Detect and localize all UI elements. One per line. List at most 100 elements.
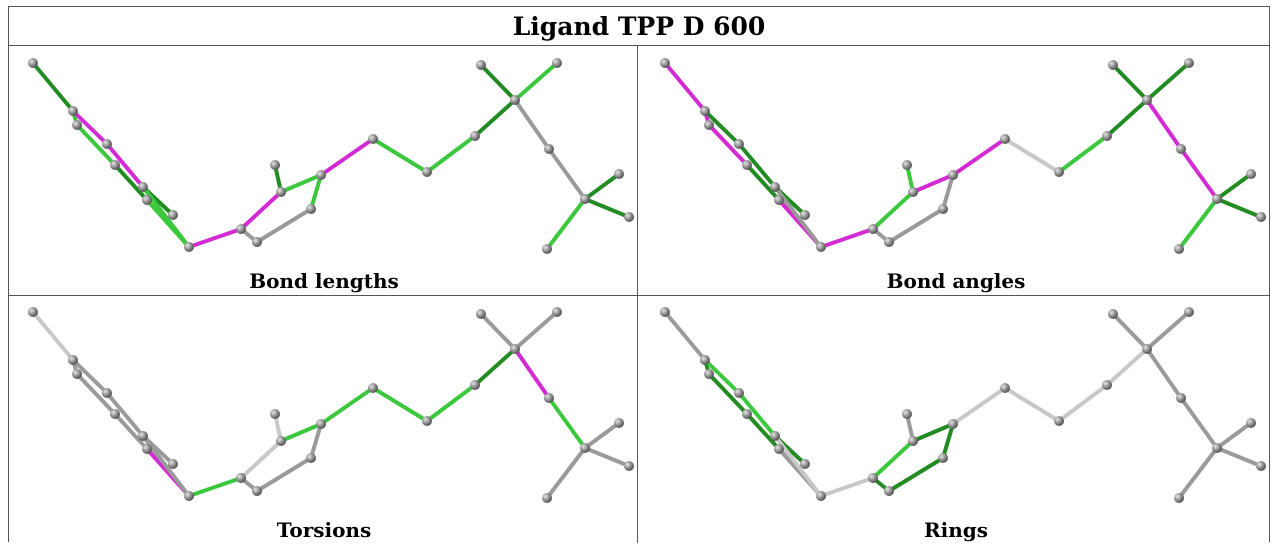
panel-label-bond-angles: Bond angles	[886, 269, 1026, 293]
bond-lengths-bond-9	[187, 227, 243, 249]
torsions-bond-3	[75, 372, 117, 416]
torsions-atom-16	[422, 416, 432, 426]
rings-atom-22	[1212, 443, 1222, 453]
rings-atom-19	[1108, 309, 1118, 319]
bond-angles-atom-6	[774, 195, 784, 205]
rings-bond-25	[1215, 421, 1253, 450]
torsions-atom-18	[510, 344, 520, 354]
bond-angles-atom-24	[1246, 169, 1256, 179]
torsions-atom-19	[476, 309, 486, 319]
torsions-atom-5	[138, 431, 148, 441]
rings-atom-0	[660, 307, 670, 317]
rings-bond-17	[1003, 386, 1061, 423]
bond-lengths-atom-22	[580, 194, 590, 204]
molecule-torsions	[28, 307, 634, 503]
bond-angles-bond-13	[871, 190, 915, 231]
bond-lengths-bond-15	[279, 173, 323, 194]
bond-angles-atom-11	[938, 204, 948, 214]
torsions-atom-7	[168, 459, 178, 469]
bond-angles-bond-15	[911, 173, 955, 194]
bond-lengths-atom-9	[236, 224, 246, 234]
rings-bond-12	[941, 422, 955, 460]
bond-angles-bond-26	[1215, 197, 1263, 219]
bond-lengths-atom-13	[270, 160, 280, 170]
bond-lengths-atom-19	[476, 60, 486, 70]
bond-lengths-bond-5	[113, 163, 149, 202]
bond-lengths-atom-18	[510, 95, 520, 105]
bond-lengths-bond-17	[371, 137, 429, 174]
bond-angles-atom-3	[734, 139, 744, 149]
torsions-atom-2	[72, 369, 82, 379]
rings-atom-25	[1256, 461, 1266, 471]
torsions-bond-9	[187, 476, 243, 498]
torsions-atom-17	[470, 380, 480, 390]
bond-angles-atom-2	[704, 120, 714, 130]
bond-angles-atom-22	[1212, 194, 1222, 204]
bond-lengths-bond-3	[75, 123, 117, 167]
bond-lengths-atom-3	[102, 139, 112, 149]
bond-lengths-bond-4	[105, 142, 145, 189]
bond-angles-bond-16	[951, 137, 1007, 177]
bond-angles-bond-22	[1145, 98, 1183, 151]
rings-atom-15	[1000, 383, 1010, 393]
rings-bond-18	[1057, 383, 1109, 423]
rings-atom-18	[1142, 344, 1152, 354]
bond-lengths-atom-2	[72, 120, 82, 130]
bond-angles-bond-17	[1003, 137, 1061, 174]
torsions-atom-22	[580, 443, 590, 453]
bond-lengths-atom-14	[316, 170, 326, 180]
rings-atom-9	[868, 473, 878, 483]
bond-lengths-atom-16	[422, 167, 432, 177]
rings-bond-21	[1145, 310, 1191, 351]
rings-atom-17	[1102, 380, 1112, 390]
bond-lengths-atom-23	[542, 244, 552, 254]
bond-angles-bond-12	[941, 173, 955, 211]
bond-lengths-bond-11	[255, 207, 313, 244]
torsions-atom-3	[102, 388, 112, 398]
bond-lengths-atom-20	[552, 58, 562, 68]
rings-atom-21	[1176, 393, 1186, 403]
bond-lengths-bond-22	[513, 98, 551, 151]
bond-lengths-atom-17	[470, 131, 480, 141]
torsions-atom-21	[544, 393, 554, 403]
rings-bond-24	[1177, 446, 1219, 500]
bond-lengths-bond-21	[513, 61, 559, 102]
torsions-atom-23	[542, 493, 552, 503]
bond-angles-atom-14	[948, 170, 958, 180]
rings-bond-26	[1215, 446, 1263, 468]
torsions-atom-0	[28, 307, 38, 317]
panel-label-torsions: Torsions	[276, 518, 372, 542]
rings-atom-24	[1246, 418, 1256, 428]
torsions-bond-24	[545, 446, 587, 500]
bond-angles-atom-12	[908, 187, 918, 197]
bond-lengths-bond-18	[425, 134, 477, 174]
bond-angles-atom-10	[884, 237, 894, 247]
torsions-atom-15	[368, 383, 378, 393]
torsions-atom-14	[316, 419, 326, 429]
torsions-atom-6	[142, 444, 152, 454]
torsions-bond-21	[513, 310, 559, 351]
torsions-bond-0	[31, 310, 75, 362]
torsions-atom-12	[276, 436, 286, 446]
rings-bond-5	[745, 412, 781, 451]
rings-bond-22	[1145, 347, 1183, 400]
molecule-rings	[660, 307, 1266, 503]
torsions-bond-22	[513, 347, 551, 400]
bond-angles-bond-9	[819, 227, 875, 249]
rings-atom-8	[816, 491, 826, 501]
torsions-bond-13	[239, 439, 283, 480]
bond-angles-atom-15	[1000, 134, 1010, 144]
bond-lengths-atom-1	[68, 106, 78, 116]
torsions-atom-20	[552, 307, 562, 317]
rings-atom-7	[800, 459, 810, 469]
bond-angles-atom-16	[1054, 167, 1064, 177]
rings-atom-1	[700, 355, 710, 365]
bond-angles-atom-13	[902, 160, 912, 170]
torsions-atom-1	[68, 355, 78, 365]
bond-angles-atom-23	[1174, 244, 1184, 254]
bond-angles-atom-17	[1102, 131, 1112, 141]
bond-angles-bond-2	[703, 109, 741, 146]
bond-lengths-atom-8	[184, 242, 194, 252]
torsions-bond-23	[547, 396, 587, 450]
bond-angles-bond-20	[1111, 63, 1149, 102]
